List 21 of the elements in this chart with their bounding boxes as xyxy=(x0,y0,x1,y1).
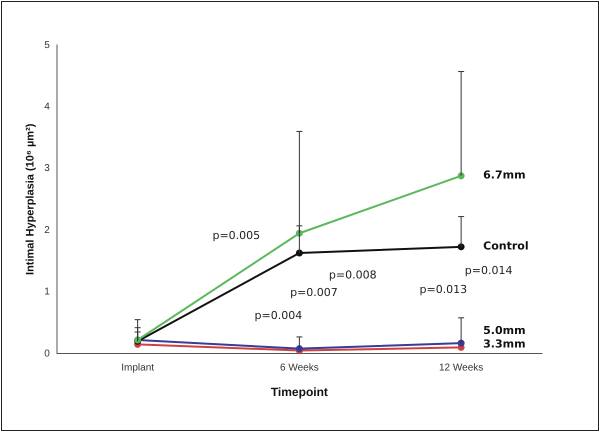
annotation: p=0.013 xyxy=(419,282,468,296)
y-tick-label: 5 xyxy=(44,40,50,51)
series-label: 6.7mm xyxy=(483,168,526,182)
series-label: Control xyxy=(483,240,529,253)
x-tick-label: Implant xyxy=(121,362,154,374)
annotation: p=0.005 xyxy=(212,229,260,242)
y-tick-label: 3 xyxy=(44,163,50,174)
annotation: p=0.014 xyxy=(464,264,512,277)
series-label: 3.3mm xyxy=(483,337,526,350)
series-label: 5.0mm xyxy=(483,324,526,337)
x-tick-label: 6 Weeks xyxy=(280,362,319,374)
annotation: p=0.008 xyxy=(328,268,377,282)
annotation: p=0.007 xyxy=(290,286,338,299)
y-axis-title: Intimal Hyperplasia (10⁶ µm²) xyxy=(24,123,37,275)
annotation: p=0.004 xyxy=(254,308,302,322)
x-tick-label: 12 Weeks xyxy=(438,362,484,374)
y-tick-label: 4 xyxy=(44,101,50,112)
y-tick-label: 0 xyxy=(44,348,50,360)
x-axis-title: Timepoint xyxy=(270,385,328,400)
y-tick-label: 2 xyxy=(44,224,50,236)
y-tick-label: 1 xyxy=(44,286,50,298)
